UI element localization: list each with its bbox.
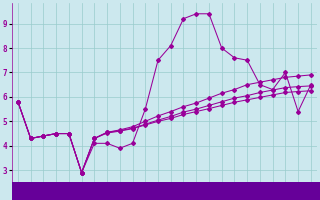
X-axis label: Windchill (Refroidissement éolien,°C): Windchill (Refroidissement éolien,°C) (86, 190, 243, 197)
